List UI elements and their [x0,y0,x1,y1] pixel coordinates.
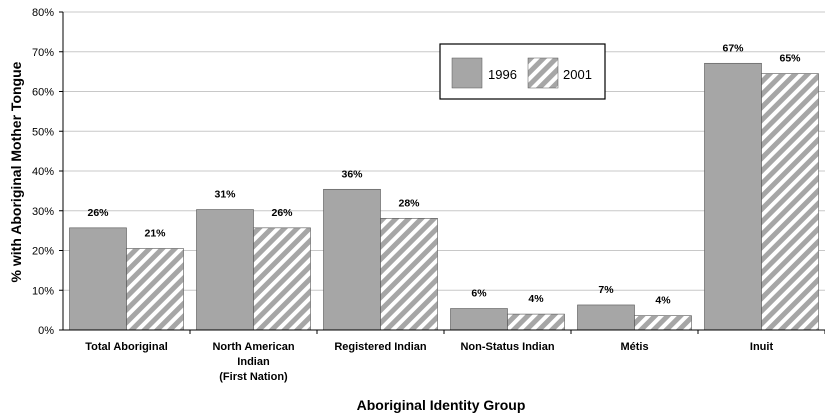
data-label-1996: 36% [341,168,363,180]
y-axis: 0% 10% 20% 30% 40% 50% 60% 70% 80% [32,7,64,337]
legend-label-1996: 1996 [488,67,517,82]
y-tick-label: 0% [38,325,54,337]
x-category-label-line: Inuit [750,341,774,353]
x-category-label-line: Indian [237,356,270,368]
x-category-label: Inuit [750,341,774,353]
data-label-1996: 26% [87,207,109,219]
x-category-label: Non-Status Indian [460,341,554,353]
bar-2001 [507,313,565,331]
x-category-label: Métis [620,341,648,353]
bar-1996 [69,227,127,331]
bar-2001 [380,218,438,331]
data-label-1996: 67% [722,42,744,54]
data-label-2001: 28% [398,197,420,209]
bar-2001 [634,315,692,331]
bar-1996 [704,62,762,331]
bar-1996 [577,304,635,331]
x-category-label-line: Total Aboriginal [85,341,168,353]
y-tick-label: 20% [32,246,54,258]
x-axis: Total Aboriginal North American Indian (Fir… [63,329,825,383]
x-category-label-line: Registered Indian [334,341,427,353]
bars [69,62,819,331]
bar-1996 [196,209,254,331]
bar-2001 [761,73,819,331]
x-category-label-line: North American [212,341,294,353]
x-category-label-line: Non-Status Indian [460,341,554,353]
legend-swatch-1996 [451,57,483,89]
y-tick-label: 70% [32,47,54,59]
x-category-label: Total Aboriginal [85,341,168,353]
legend: 1996 2001 [439,43,606,100]
bar-1996 [323,188,381,331]
y-axis-title: % with Aboriginal Mother Tongue [8,61,24,282]
data-label-1996: 6% [471,288,487,300]
y-tick-label: 30% [32,206,54,218]
data-label-1996: 31% [214,189,236,201]
data-labels: 26% 21% 31% 26% 36% 28% 6% 4% 7% 4% 67% 65% [87,42,801,306]
data-label-2001: 26% [271,207,293,219]
x-category-label: North American Indian (First Nation) [212,341,294,383]
y-tick-label: 40% [32,166,54,178]
bar-2001 [253,227,311,331]
bar-2001 [126,248,184,331]
x-category-label-line: (First Nation) [219,371,288,383]
data-label-2001: 65% [779,53,801,65]
bar-1996 [450,308,508,331]
y-tick-label: 80% [32,7,54,19]
x-category-label: Registered Indian [334,341,427,353]
x-category-label-line: Métis [620,341,648,353]
y-tick-label: 50% [32,126,54,138]
data-label-2001: 4% [528,293,544,305]
data-label-2001: 21% [144,228,166,240]
x-axis-title: Aboriginal Identity Group [357,397,526,413]
legend-box [439,43,606,100]
data-label-2001: 4% [655,295,671,307]
legend-swatch-2001 [527,57,559,89]
y-tick-label: 60% [32,87,54,99]
data-label-1996: 7% [598,284,614,296]
y-tick-label: 10% [32,285,54,297]
legend-label-2001: 2001 [563,67,592,82]
